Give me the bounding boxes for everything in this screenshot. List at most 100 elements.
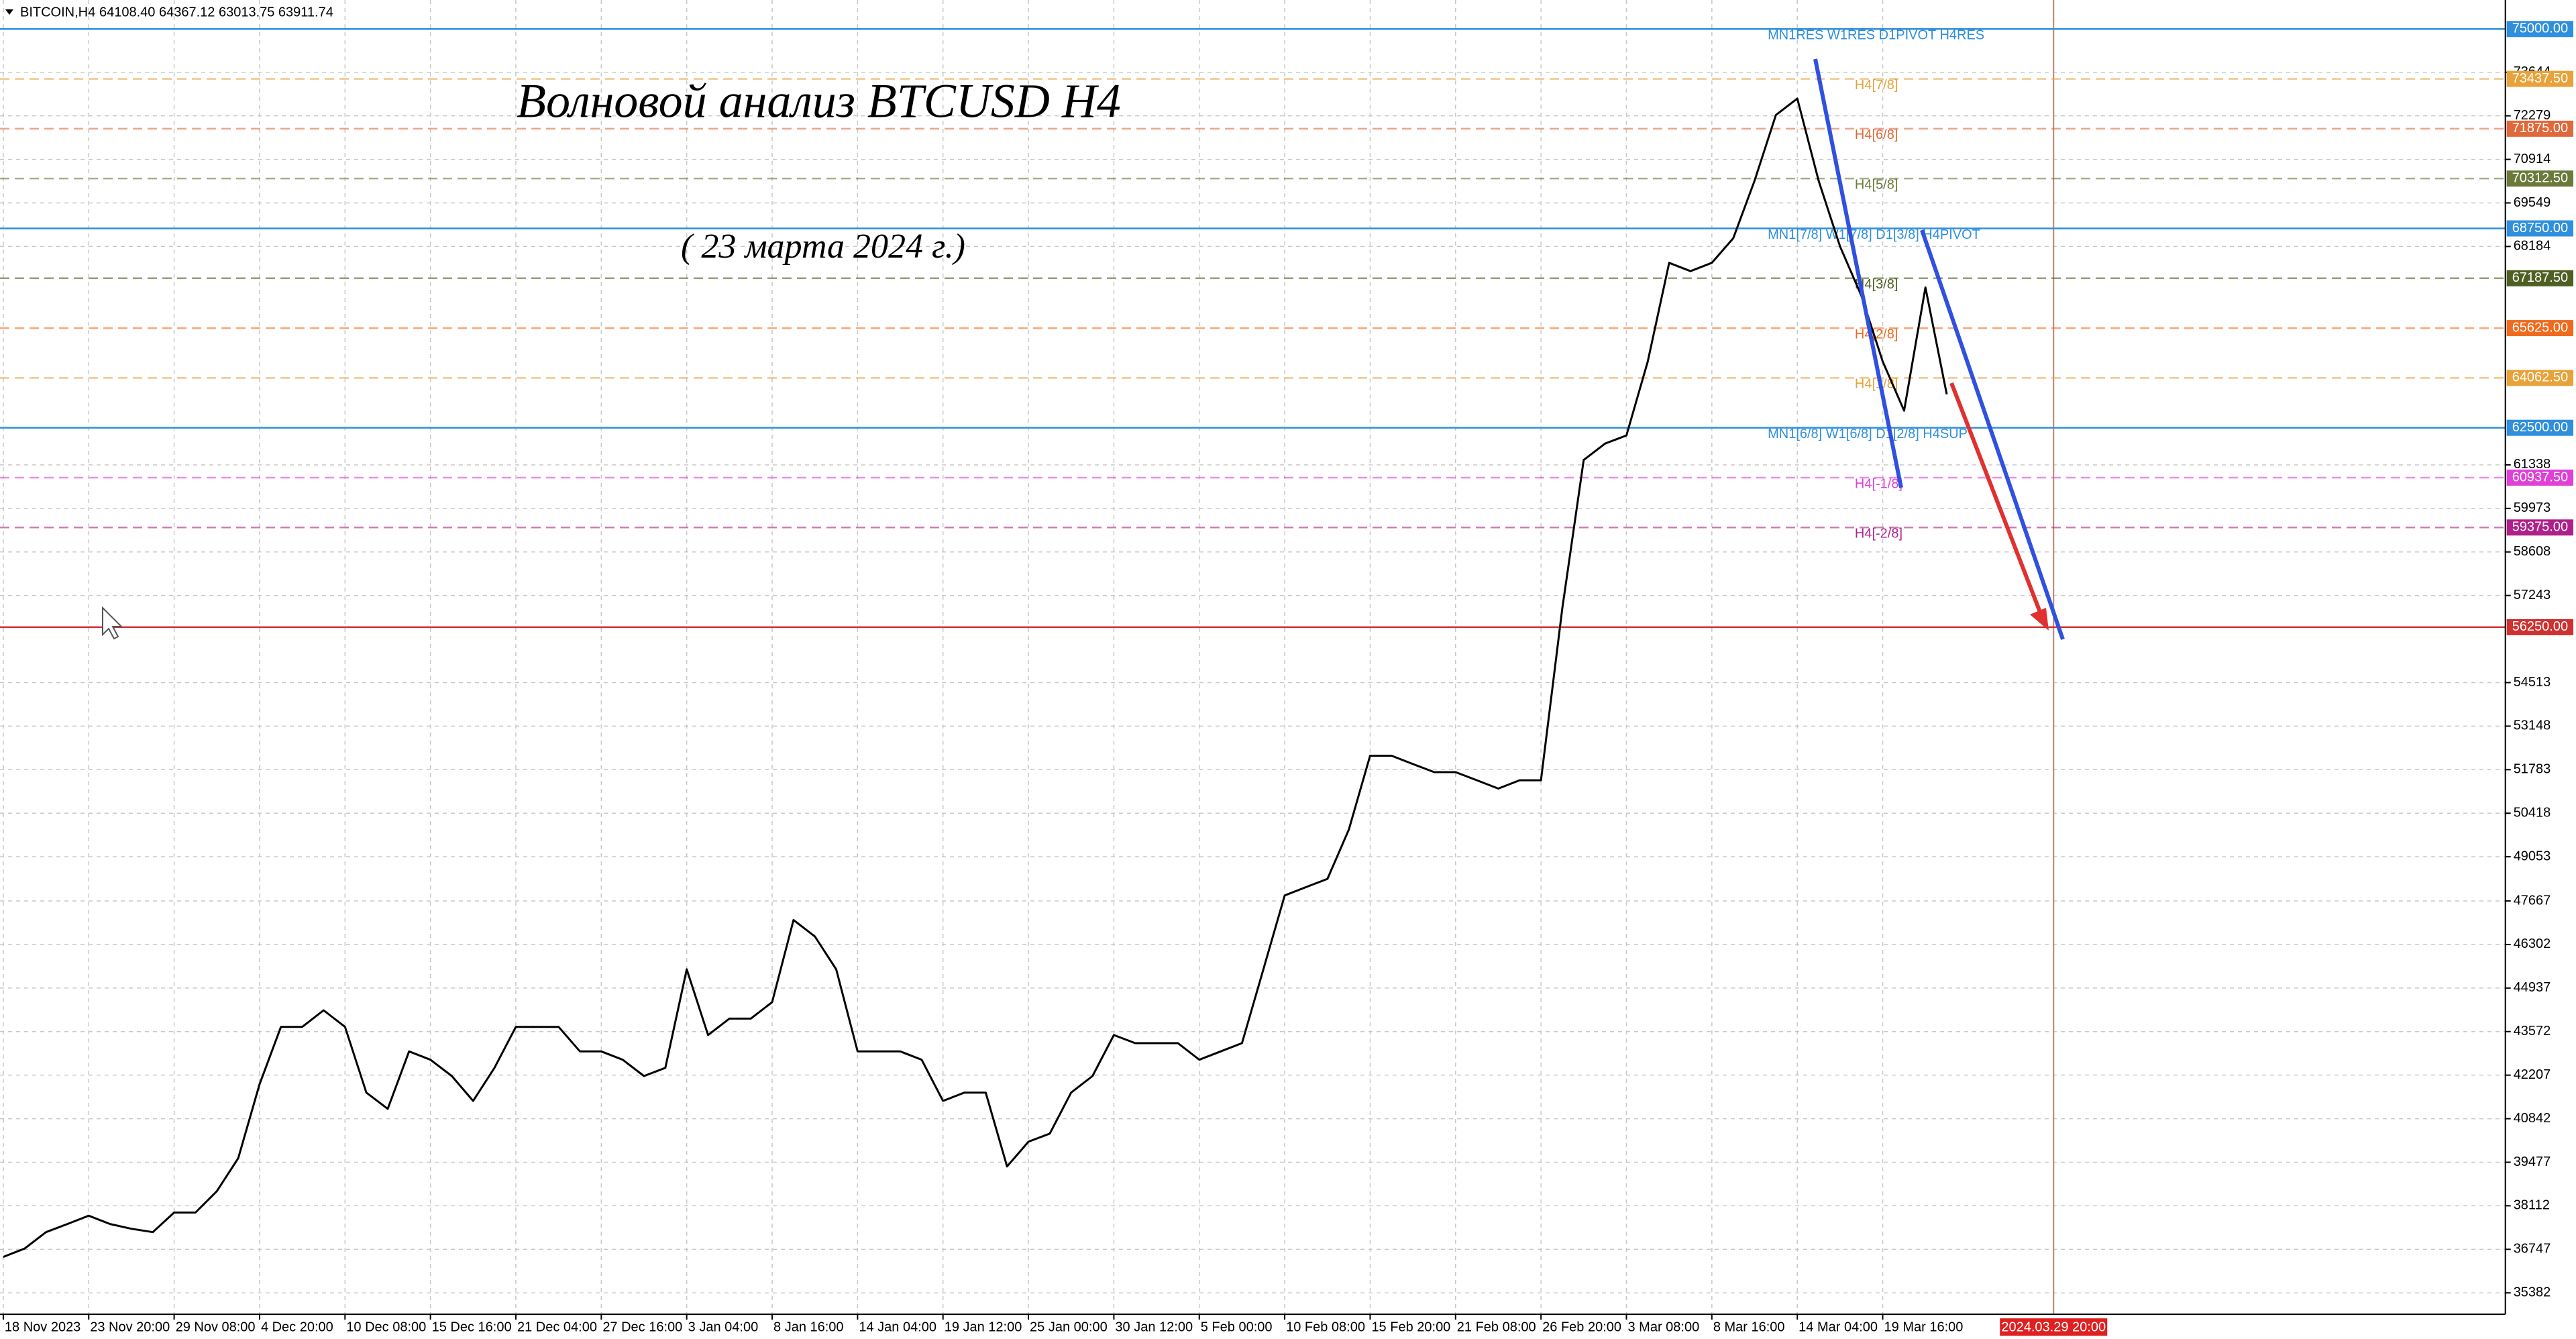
x-tick-label: 4 Dec 20:00 — [261, 1320, 333, 1334]
mouse-cursor — [102, 606, 123, 640]
menu-triangle — [5, 9, 13, 15]
x-tick-label: 19 Jan 12:00 — [945, 1320, 1022, 1334]
cursor-date-box — [2000, 1318, 2108, 1336]
chart-subtitle: ( 23 марта 2024 г.) — [681, 227, 965, 266]
level-price-label: 70312.50 — [2512, 170, 2568, 185]
level-price-label: 62500.00 — [2512, 420, 2568, 435]
level-name: H4[2/8] — [1855, 327, 1898, 341]
x-tick-label: 14 Jan 04:00 — [859, 1320, 936, 1334]
y-tick-label: 50418 — [2514, 806, 2551, 820]
x-tick-label: 8 Jan 16:00 — [773, 1320, 844, 1334]
x-tick-label: 3 Mar 08:00 — [1627, 1320, 1699, 1334]
levels-layer: MN1RES W1RES D1PIVOT H4RES H4[7/8] H4[6/8]… — [0, 28, 2506, 629]
x-tick-label: 29 Nov 08:00 — [176, 1320, 256, 1334]
level-name: H4[-1/8] — [1855, 476, 1902, 491]
y-tick-label: 42207 — [2514, 1067, 2551, 1082]
y-tick-label: 47667 — [2514, 893, 2551, 908]
y-tick-label: 35382 — [2514, 1285, 2551, 1300]
x-tick-label: 21 Dec 04:00 — [517, 1320, 597, 1334]
y-tick-label: 43572 — [2514, 1024, 2551, 1038]
y-tick-label: 68184 — [2514, 239, 2551, 254]
level-price-box — [2506, 370, 2573, 386]
level-name: MN1[6/8] W1[6/8] D1[2/8] H4SUP — [1768, 427, 1968, 441]
y-tick-label: 69549 — [2514, 195, 2551, 210]
x-tick-label: 14 Mar 04:00 — [1799, 1320, 1878, 1334]
y-tick-label: 72279 — [2514, 108, 2551, 123]
forecast-arrowhead — [2030, 608, 2049, 631]
y-tick-label: 46302 — [2514, 936, 2551, 951]
x-tick-label: 23 Nov 20:00 — [90, 1320, 170, 1334]
data-layer — [3, 97, 1948, 1258]
x-tick-label: 15 Dec 16:00 — [432, 1320, 512, 1334]
level-price-label: 68750.00 — [2512, 221, 2568, 235]
y-tick-label: 59973 — [2514, 500, 2551, 515]
y-tick-label: 57243 — [2514, 588, 2551, 602]
level-price-box — [2506, 120, 2573, 137]
level-name: H4[6/8] — [1855, 127, 1898, 142]
level-price-box — [2506, 70, 2573, 87]
level-price-box — [2506, 469, 2573, 486]
y-tick-label: 49053 — [2514, 849, 2551, 863]
level-name: H4[5/8] — [1855, 177, 1898, 192]
level-price-label: 65625.00 — [2512, 320, 2568, 335]
x-tick-label: 26 Feb 20:00 — [1542, 1320, 1621, 1334]
level-price-label: 75000.00 — [2512, 21, 2568, 36]
level-price-label: 64062.50 — [2512, 370, 2568, 385]
level-price-label: 56250.00 — [2512, 619, 2568, 634]
level-price-box — [2506, 220, 2573, 237]
level-name: H4[-2/8] — [1855, 527, 1902, 541]
level-name: MN1RES W1RES D1PIVOT H4RES — [1768, 28, 1984, 43]
level-price-label: 67187.50 — [2512, 270, 2568, 285]
x-tick-label: 15 Feb 20:00 — [1371, 1320, 1450, 1334]
level-price-box — [2506, 21, 2573, 38]
x-tick-label: 2024.03.29 20:00 — [2001, 1320, 2106, 1334]
x-tick-label: 27 Dec 16:00 — [602, 1320, 682, 1334]
level-price-box — [2506, 419, 2573, 436]
y-tick-label: 36747 — [2514, 1242, 2551, 1256]
x-tick-label: 10 Dec 08:00 — [346, 1320, 426, 1334]
x-tick-label: 19 Mar 16:00 — [1884, 1320, 1964, 1334]
level-price-box — [2506, 320, 2573, 337]
y-tick-label: 58608 — [2514, 544, 2551, 559]
x-tick-label: 30 Jan 12:00 — [1115, 1320, 1193, 1334]
x-tick-label: 18 Nov 2023 — [5, 1320, 80, 1334]
x-tick-label: 25 Jan 00:00 — [1030, 1320, 1108, 1334]
level-price-label: 59375.00 — [2512, 520, 2568, 535]
level-price-box — [2506, 619, 2573, 635]
y-tick-label: 44937 — [2514, 980, 2551, 995]
level-price-box — [2506, 519, 2573, 536]
price-line — [3, 97, 1948, 1258]
level-name: H4[7/8] — [1855, 78, 1898, 93]
level-price-box — [2506, 270, 2573, 286]
level-price-label: 71875.00 — [2512, 121, 2568, 136]
y-tick-label: 54513 — [2514, 675, 2551, 690]
y-tick-label: 38112 — [2514, 1198, 2550, 1213]
y-tick-label: 40842 — [2514, 1111, 2551, 1126]
ohlc: 64108.40 64367.12 63013.75 63911.74 — [99, 5, 333, 19]
channel-line — [1813, 58, 1903, 488]
grid-layer — [0, 0, 2506, 1315]
symbol: BITCOIN,H4 — [20, 5, 95, 19]
chart-title: Волновой анализ BTCUSD H4 — [517, 74, 1121, 128]
x-tick-label: 3 Jan 04:00 — [688, 1320, 759, 1334]
level-name: MN1[7/8] W1[7/8] D1[3/8] H4PIVOT — [1768, 227, 1980, 242]
level-price-box — [2506, 170, 2573, 187]
forecast-arrow — [1949, 382, 2044, 619]
y-tick-label: 51783 — [2514, 762, 2551, 777]
x-tick-label: 21 Feb 08:00 — [1457, 1320, 1536, 1334]
channel-line — [1920, 229, 2065, 640]
level-name: H4[3/8] — [1855, 277, 1898, 292]
y-tick-label: 70914 — [2514, 152, 2551, 166]
level-price-label: 60937.50 — [2512, 470, 2568, 484]
level-price-label: 73437.50 — [2512, 71, 2568, 86]
level-name: H4[1/8] — [1855, 377, 1898, 392]
x-tick-label: 8 Mar 16:00 — [1713, 1320, 1785, 1334]
y-tick-label: 53148 — [2514, 718, 2551, 733]
y-tick-label: 61338 — [2514, 457, 2551, 472]
x-tick-label: 5 Feb 00:00 — [1201, 1320, 1273, 1334]
y-tick-label: 39477 — [2514, 1155, 2551, 1169]
x-tick-label: 10 Feb 08:00 — [1286, 1320, 1365, 1334]
